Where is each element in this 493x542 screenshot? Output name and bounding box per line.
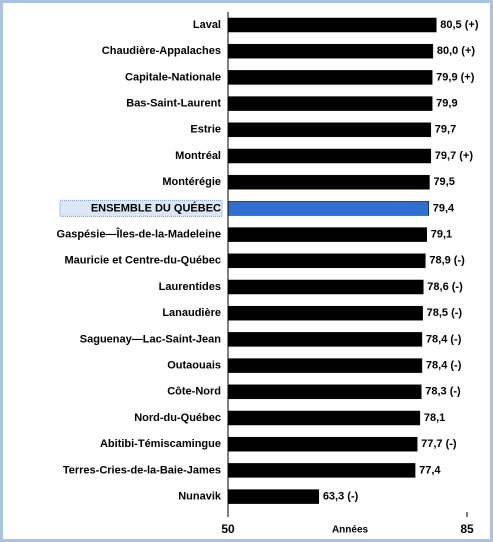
value-label: 77,4 (419, 464, 441, 476)
value-label: 79,5 (433, 176, 454, 188)
bar (227, 463, 416, 478)
bar (227, 174, 430, 190)
category-label: Côte-Nord (167, 386, 221, 398)
category-label: Laurentides (159, 281, 221, 293)
value-label: 78,4 (-) (426, 360, 462, 372)
x-axis-label: Années (332, 525, 369, 536)
bar (227, 17, 437, 33)
category-label: Nord-du-Québec (134, 412, 221, 424)
category-label: Mauricie et Centre-du-Québec (65, 255, 221, 267)
bar (227, 201, 430, 216)
category-label: Lanaudière (162, 307, 221, 319)
category-highlight (59, 199, 223, 217)
value-label: 79,9 (+) (436, 71, 475, 83)
category-label: Estrie (190, 124, 221, 136)
category-label: Laval (193, 19, 221, 31)
category-label: Abitibi-Témiscamingue (100, 438, 221, 450)
value-label: 77,7 (-) (421, 438, 457, 450)
bar (227, 305, 423, 321)
bar (227, 227, 427, 242)
category-label: Gaspésie—Îles-de-la-Madeleine (57, 228, 221, 241)
category-label: Saguenay—Lac-Saint-Jean (80, 333, 221, 345)
bar (227, 410, 421, 426)
value-label: 78,5 (-) (427, 307, 463, 319)
value-label: 79,7 (+) (435, 150, 474, 162)
category-label: Terres-Cries-de-la-Baie-James (63, 464, 221, 476)
value-label: 78,1 (424, 412, 445, 424)
bar (227, 43, 434, 59)
value-label: 78,9 (-) (429, 255, 465, 267)
category-label: Bas-Saint-Laurent (126, 98, 221, 110)
category-label: ENSEMBLE DU QUÉBEC (91, 201, 221, 214)
bar (227, 279, 424, 295)
value-label: 78,4 (-) (426, 333, 462, 345)
value-label: 78,3 (-) (425, 386, 461, 398)
bar (227, 384, 422, 400)
bar (227, 70, 433, 85)
value-label: 80,0 (+) (437, 45, 476, 57)
bar (227, 358, 423, 373)
bar (227, 148, 432, 164)
value-label: 79,7 (435, 124, 456, 136)
value-label: 79,9 (436, 98, 457, 110)
x-tick-label: 50 (221, 522, 235, 536)
category-label: Outaouais (167, 360, 221, 372)
category-label: Nunavik (178, 491, 222, 503)
bar (227, 332, 423, 347)
category-label: Capitale-Nationale (125, 71, 221, 83)
value-label: 79,4 (433, 202, 455, 214)
x-tick-label: 85 (460, 522, 474, 536)
value-label: 79,1 (431, 229, 452, 241)
bar (227, 253, 426, 269)
value-label: 80,5 (+) (440, 19, 479, 31)
bar (227, 122, 432, 138)
bar (227, 489, 320, 504)
category-label: Chaudière-Appalaches (102, 45, 221, 57)
bar (227, 96, 433, 111)
category-label: Montérégie (162, 176, 221, 188)
value-label: 78,6 (-) (427, 281, 463, 293)
bar (227, 436, 418, 452)
category-label: Montréal (175, 150, 221, 162)
value-label: 63,3 (-) (323, 491, 359, 503)
